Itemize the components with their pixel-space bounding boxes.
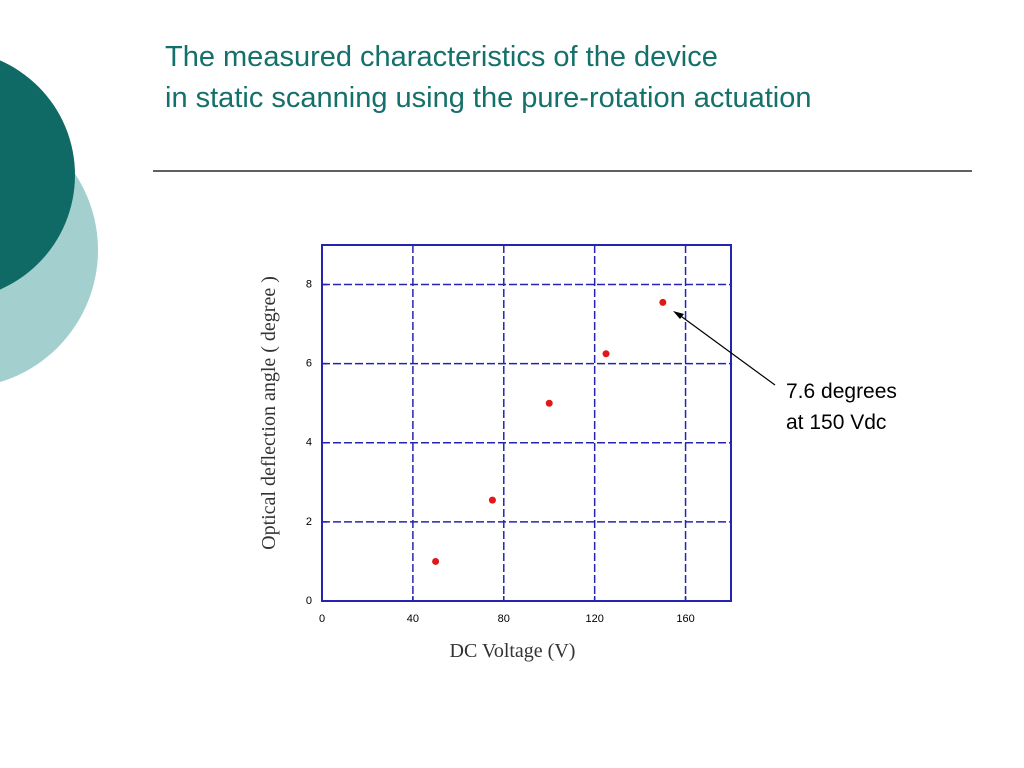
slide-title: in static scanning using the pure-rotati… bbox=[165, 82, 811, 114]
annotation-arrow bbox=[677, 313, 776, 386]
y-axis-label: Optical deflection angle ( degree ) bbox=[258, 276, 280, 550]
y-tick-label: 4 bbox=[306, 437, 312, 449]
x-tick-label: 0 bbox=[319, 613, 325, 625]
x-tick-label: 40 bbox=[407, 613, 419, 625]
x-axis-label: DC Voltage (V) bbox=[450, 640, 576, 662]
plot-frame bbox=[321, 244, 732, 602]
y-tick-label: 6 bbox=[306, 358, 312, 370]
y-tick-label: 8 bbox=[306, 278, 312, 290]
point bbox=[545, 399, 553, 407]
annotation: 7.6 degrees bbox=[786, 380, 897, 403]
point bbox=[659, 298, 667, 306]
arrow-head bbox=[673, 311, 684, 319]
y-tick-label: 0 bbox=[306, 595, 312, 607]
point bbox=[602, 350, 610, 358]
point bbox=[432, 557, 440, 565]
decor-circle bbox=[0, 60, 75, 290]
x-tick-label: 120 bbox=[585, 613, 603, 625]
point bbox=[488, 496, 496, 504]
y-tick-label: 2 bbox=[306, 516, 312, 528]
x-tick-label: 80 bbox=[498, 613, 510, 625]
slide-title: The measured characteristics of the devi… bbox=[165, 41, 718, 73]
annotation: at 150 Vdc bbox=[786, 411, 886, 434]
x-tick-label: 160 bbox=[676, 613, 694, 625]
chart: 0 40 80 120 160 0 2 4 6 8 DC Voltage (V) Optical de… bbox=[258, 244, 732, 662]
